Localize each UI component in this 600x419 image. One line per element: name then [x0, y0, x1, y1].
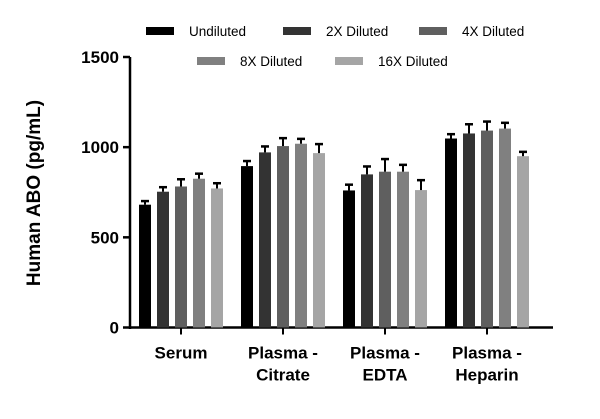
- x-tick-label: Heparin: [455, 366, 518, 385]
- bar: [361, 174, 373, 328]
- legend: Undiluted 2X Diluted 4X Diluted 8X Diluted 1…: [146, 24, 524, 69]
- x-tick-label: Citrate: [256, 366, 310, 385]
- x-tick-label: Plasma -: [350, 344, 420, 363]
- legend-swatch: [146, 27, 174, 35]
- legend-swatch: [283, 27, 311, 35]
- bar: [343, 190, 355, 328]
- bar: [295, 143, 307, 328]
- y-tick-label: 500: [91, 228, 119, 247]
- legend-label: 8X Diluted: [240, 54, 302, 69]
- bar: [259, 152, 271, 328]
- bar: [517, 156, 529, 328]
- bar: [139, 204, 151, 328]
- x-axis: Serum Plasma - Citrate Plasma - EDTA Plasma -…: [129, 326, 553, 385]
- y-axis-label: Human ABO (pg/mL): [24, 100, 45, 286]
- bar: [175, 186, 187, 328]
- y-tick-label: 1500: [81, 48, 119, 67]
- x-tick-label: Plasma -: [248, 344, 318, 363]
- bar: [193, 178, 205, 328]
- y-tick-label: 0: [110, 319, 119, 338]
- bar: [241, 166, 253, 328]
- bars: [139, 120, 529, 328]
- bar: [499, 128, 511, 328]
- y-axis: 0 500 1000 1500: [81, 48, 132, 338]
- legend-swatch: [419, 27, 447, 35]
- x-tick-label: Plasma -: [452, 344, 522, 363]
- bar: [157, 191, 169, 328]
- legend-label: 4X Diluted: [462, 24, 524, 39]
- bar: [463, 133, 475, 328]
- x-tick-label: EDTA: [362, 366, 407, 385]
- x-tick-label: Serum: [155, 344, 208, 363]
- y-tick-label: 1000: [81, 138, 119, 157]
- bar: [481, 130, 493, 328]
- legend-label: Undiluted: [189, 24, 246, 39]
- legend-label: 2X Diluted: [326, 24, 388, 39]
- legend-swatch: [335, 57, 363, 65]
- bar: [415, 190, 427, 328]
- bar: [397, 171, 409, 328]
- bar: [379, 171, 391, 328]
- bar: [313, 153, 325, 328]
- legend-label: 16X Diluted: [378, 54, 448, 69]
- legend-swatch: [197, 57, 225, 65]
- bar: [211, 188, 223, 328]
- bar: [445, 138, 457, 328]
- bar: [277, 146, 289, 328]
